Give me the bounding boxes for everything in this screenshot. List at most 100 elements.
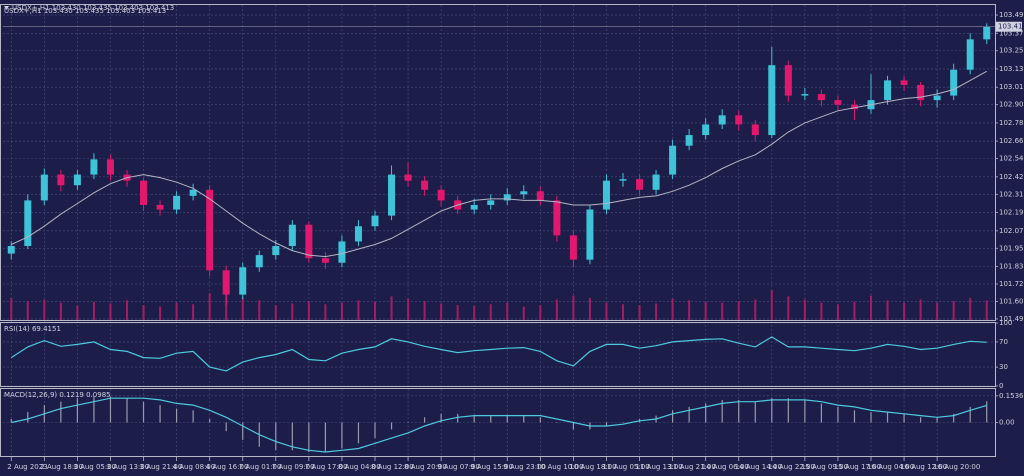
macd-bar: [705, 403, 707, 423]
candle-body: [702, 124, 710, 136]
y-tick-label: 102.780: [999, 119, 1024, 127]
macd-bar: [605, 422, 608, 426]
candle-body: [354, 226, 362, 242]
y-tick-label: 101.720: [999, 280, 1024, 288]
candle-body: [106, 159, 114, 175]
macd-bar: [457, 413, 459, 423]
volume-bar: [754, 299, 757, 320]
volume-bar: [175, 302, 178, 320]
macd-bar: [523, 415, 525, 423]
candle-body: [784, 65, 792, 96]
macd-bar: [390, 422, 393, 430]
candle-body: [371, 215, 379, 227]
volume-bar: [340, 302, 343, 320]
macd-bar: [986, 401, 988, 423]
macd-bar: [291, 422, 293, 451]
y-tick-label: 0.00: [999, 419, 1015, 427]
candle-body: [850, 104, 858, 110]
volume-bar: [440, 303, 443, 320]
volume-bar: [26, 301, 29, 320]
x-tick-label: 10 Aug 18:00: [569, 463, 616, 471]
candle-body: [7, 245, 15, 254]
y-tick-label: 102.660: [999, 137, 1024, 145]
volume-bar: [76, 305, 79, 320]
y-tick-label: 101.955: [999, 244, 1024, 252]
volume-bar: [952, 301, 955, 320]
y-tick-label: 103.490: [999, 11, 1024, 19]
volume-bar: [588, 297, 591, 320]
candle-body: [669, 145, 677, 175]
x-tick-label: 11 Aug 05:00: [602, 463, 649, 471]
macd-bar: [275, 422, 277, 451]
volume-bar: [225, 291, 228, 320]
x-tick-label: 7 Aug 01:00: [239, 463, 282, 471]
x-tick-label: 9 Aug 23:00: [503, 463, 546, 471]
macd-bar: [159, 405, 161, 423]
macd-bar: [60, 401, 62, 423]
volume-bar: [671, 298, 674, 320]
volume-bar: [903, 302, 906, 320]
candle-body: [602, 180, 610, 210]
volume-bar: [208, 293, 211, 320]
x-tick-label: 11 Aug 21:00: [669, 463, 716, 471]
candle-body: [173, 195, 181, 210]
panel-title: MACD(12,26,9) 0.1219 0.0985: [4, 391, 111, 399]
volume-bar: [43, 299, 46, 320]
candle-body: [503, 194, 511, 201]
macd-bar: [672, 410, 674, 423]
volume-bar: [886, 300, 889, 320]
volume-bar: [324, 304, 327, 320]
x-tick-label: 16 Aug 20:00: [933, 463, 980, 471]
x-tick-label: 4 Aug 08:00: [173, 463, 216, 471]
menu-arrow[interactable]: [4, 6, 9, 10]
volume-bar: [522, 306, 525, 320]
y-tick-label: 102.545: [999, 155, 1024, 163]
macd-bar: [622, 422, 624, 423]
volume-bar: [456, 305, 459, 320]
rsi-line: [10, 336, 987, 372]
volume-bar: [423, 301, 426, 320]
candle-body: [388, 174, 396, 216]
y-tick-label: 103.135: [999, 65, 1024, 73]
macd-bar: [407, 422, 409, 423]
macd-bar: [787, 398, 789, 423]
candle-body: [57, 174, 65, 186]
volume-bar: [870, 295, 872, 320]
volume-bar: [506, 302, 509, 320]
y-tick-label: 100: [999, 319, 1012, 327]
volume-bar: [622, 304, 624, 320]
x-tick-label: 7 Aug 17:00: [305, 463, 348, 471]
volume-bar: [572, 295, 575, 320]
panel-frame: [0, 322, 996, 387]
macd-bar: [357, 422, 360, 444]
volume-bar: [985, 300, 988, 320]
candle-body: [884, 80, 892, 101]
macd-bar: [688, 406, 690, 423]
macd-bar: [109, 396, 112, 423]
candle-body: [487, 200, 495, 205]
volume-bar: [836, 304, 839, 320]
candle-body: [586, 209, 594, 260]
signal-line: [11, 397, 987, 453]
volume-bar: [258, 300, 261, 320]
candle-body: [156, 204, 164, 210]
candle-body: [933, 95, 941, 101]
volume-bar: [704, 301, 707, 320]
macd-bar: [424, 417, 426, 423]
volume-bar: [59, 302, 62, 320]
macd-bar: [440, 413, 442, 423]
x-tick-label: 9 Aug 15:00: [470, 463, 513, 471]
moving-average: [11, 70, 987, 258]
y-tick-label: 101.605: [999, 297, 1024, 305]
volume-bar: [142, 305, 145, 320]
volume-bar: [721, 302, 724, 320]
candle-body: [321, 258, 329, 263]
volume-bar: [126, 300, 128, 320]
macd-bar: [837, 406, 839, 423]
macd-bar: [953, 413, 955, 423]
candle-body: [900, 80, 908, 85]
macd-bar: [242, 422, 244, 440]
y-tick-label: 103.370: [999, 29, 1024, 37]
y-tick-label: 102.310: [999, 190, 1024, 198]
macd-bar: [176, 408, 178, 423]
